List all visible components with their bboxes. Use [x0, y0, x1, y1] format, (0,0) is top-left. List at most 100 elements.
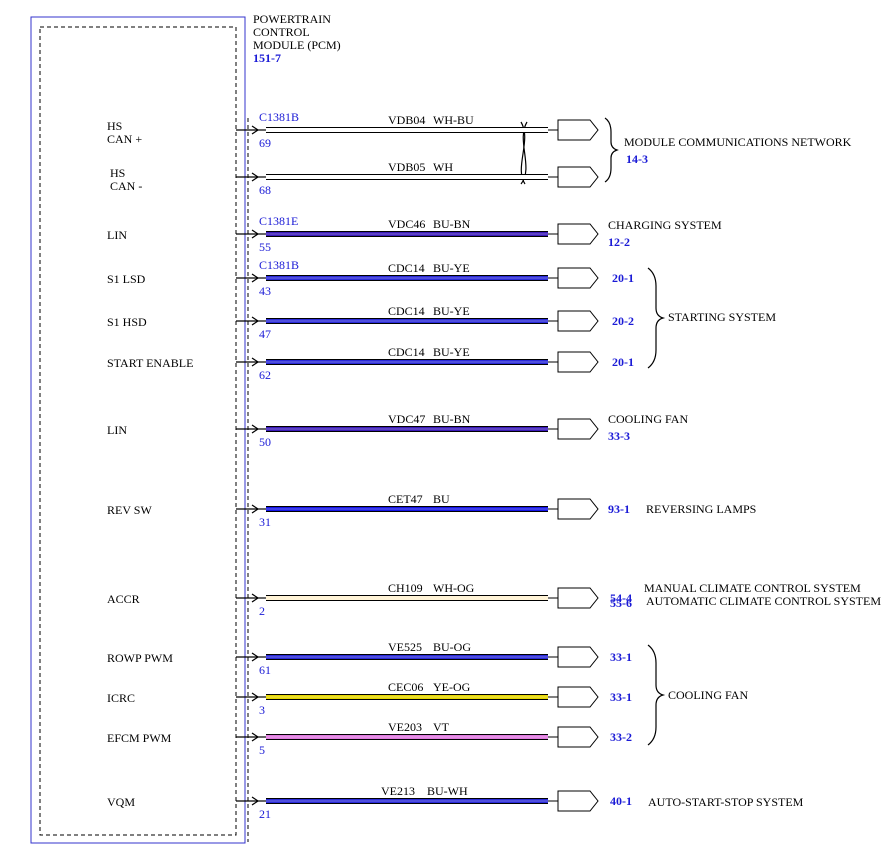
pin-number: 5: [259, 743, 265, 757]
pin-number: 55: [259, 240, 271, 254]
dest-ref-link[interactable]: 33-1: [610, 650, 632, 664]
wire-cet47[interactable]: [266, 507, 548, 511]
wire-color-code: WH-BU: [433, 113, 474, 127]
wire-highlight: [266, 696, 548, 698]
wire-vdc47[interactable]: [266, 427, 548, 431]
wire-color-code: WH: [433, 160, 453, 174]
dest-reversing-name: REVERSING LAMPS: [646, 502, 756, 516]
wire-ve525[interactable]: [266, 655, 548, 659]
wire-cdc14[interactable]: [266, 276, 548, 280]
dest-cooling-fan-group-name: COOLING FAN: [668, 688, 748, 702]
connector-id: C1381B: [259, 110, 299, 124]
destination-connector: [548, 310, 599, 332]
destination-connector: [548, 418, 599, 440]
pin-number: 43: [259, 284, 271, 298]
pin-label: ICRC: [107, 691, 135, 705]
circuit-id: VDC46: [388, 217, 425, 231]
circuit-id: VDC47: [388, 412, 425, 426]
circuit-id: VDB04: [388, 113, 425, 127]
destination-connector: [548, 498, 599, 520]
pin-label: HS: [107, 119, 122, 133]
pin-label: HS: [110, 166, 125, 180]
dest-auto-climate-name: AUTOMATIC CLIMATE CONTROL SYSTEM: [646, 594, 881, 608]
dest-starting-name: STARTING SYSTEM: [668, 310, 776, 324]
circuit-id: CEC06: [388, 680, 423, 694]
destination-connector: [548, 223, 599, 245]
dest-ref-link[interactable]: 33-1: [610, 690, 632, 704]
pin-number: 62: [259, 368, 271, 382]
wire-highlight: [266, 508, 548, 510]
dest-ref-link[interactable]: 54-4: [610, 591, 632, 605]
wire-ch109[interactable]: [266, 596, 548, 600]
wire-color-code: BU-YE: [433, 304, 470, 318]
dest-ref-link[interactable]: 33-2: [610, 730, 632, 744]
module-outline: [30, 16, 246, 844]
dest-manual-climate-name: MANUAL CLIMATE CONTROL SYSTEM: [644, 581, 861, 595]
dest-charging-name: CHARGING SYSTEM: [608, 218, 722, 232]
dest-network-name: MODULE COMMUNICATIONS NETWORK: [624, 135, 852, 149]
wire-highlight: [266, 361, 548, 363]
module-title-line-2: CONTROL: [253, 25, 310, 39]
circuit-id: VE525: [388, 640, 422, 654]
dest-ref-link[interactable]: 20-1: [612, 271, 634, 285]
pin-number: 69: [259, 136, 271, 150]
circuit-id: CDC14: [388, 304, 425, 318]
destination-connector: [548, 686, 599, 708]
wire-cec06[interactable]: [266, 695, 548, 699]
dest-ref-link[interactable]: 20-2: [612, 314, 634, 328]
wire-color-code: BU-YE: [433, 261, 470, 275]
wire-highlight: [266, 656, 548, 658]
dest-auto-start-stop-name: AUTO-START-STOP SYSTEM: [648, 795, 804, 809]
pin-label: VQM: [107, 795, 135, 809]
pin-label: ROWP PWM: [107, 651, 173, 665]
destination-connector: [548, 351, 599, 373]
wire-color-code: BU: [433, 492, 450, 506]
connector-id: C1381B: [259, 258, 299, 272]
wire-highlight: [266, 428, 548, 430]
pin-number: 2: [259, 604, 265, 618]
brace-cooling-fan: [647, 644, 666, 746]
wire-vdc46[interactable]: [266, 232, 548, 236]
dest-auto-climate-ref[interactable]: 55-6: [610, 596, 632, 610]
pin-number: 31: [259, 515, 271, 529]
circuit-id: VDB05: [388, 160, 425, 174]
wire-color-code: BU-BN: [433, 412, 471, 426]
wire-color-code: BU-BN: [433, 217, 471, 231]
circuit-id: VE203: [388, 720, 422, 734]
wire-highlight: [266, 233, 548, 235]
pin-label: LIN: [107, 228, 127, 242]
pin-label: CAN -: [110, 179, 142, 193]
module-ref-link[interactable]: 151-7: [253, 51, 281, 65]
dest-ref-link[interactable]: 20-1: [612, 355, 634, 369]
wire-vdb04[interactable]: [266, 128, 548, 132]
wire-ve203[interactable]: [266, 735, 548, 739]
wire-highlight: [266, 277, 548, 279]
pin-number: 68: [259, 183, 271, 197]
wire-cdc14[interactable]: [266, 360, 548, 364]
wire-color-code: BU-YE: [433, 345, 470, 359]
wire-ve213[interactable]: [266, 799, 548, 803]
wire-color-code: BU-OG: [433, 640, 471, 654]
destination-connector: [548, 166, 599, 188]
dest-ref-link[interactable]: 40-1: [610, 794, 632, 808]
wire-highlight: [266, 736, 548, 738]
dest-cooling-fan-lin-ref[interactable]: 33-3: [608, 429, 630, 443]
dest-ref-link[interactable]: 93-1: [608, 502, 630, 516]
dest-charging-ref[interactable]: 12-2: [608, 235, 630, 249]
wire-color-code: VT: [433, 720, 450, 734]
wire-cdc14[interactable]: [266, 319, 548, 323]
pin-label: EFCM PWM: [107, 731, 172, 745]
destination-connector: [548, 646, 599, 668]
dest-network-ref[interactable]: 14-3: [626, 152, 648, 166]
circuit-id: VE213: [381, 784, 415, 798]
dest-cooling-fan-lin-name: COOLING FAN: [608, 412, 688, 426]
module-inner-dashed: [39, 26, 237, 836]
destination-connector: [548, 790, 599, 812]
wire-color-code: BU-WH: [427, 784, 468, 798]
pin-label: START ENABLE: [107, 356, 193, 370]
destination-connector: [548, 726, 599, 748]
circuit-id: CDC14: [388, 261, 425, 275]
wire-highlight: [266, 320, 548, 322]
wire-vdb05[interactable]: [266, 175, 548, 179]
